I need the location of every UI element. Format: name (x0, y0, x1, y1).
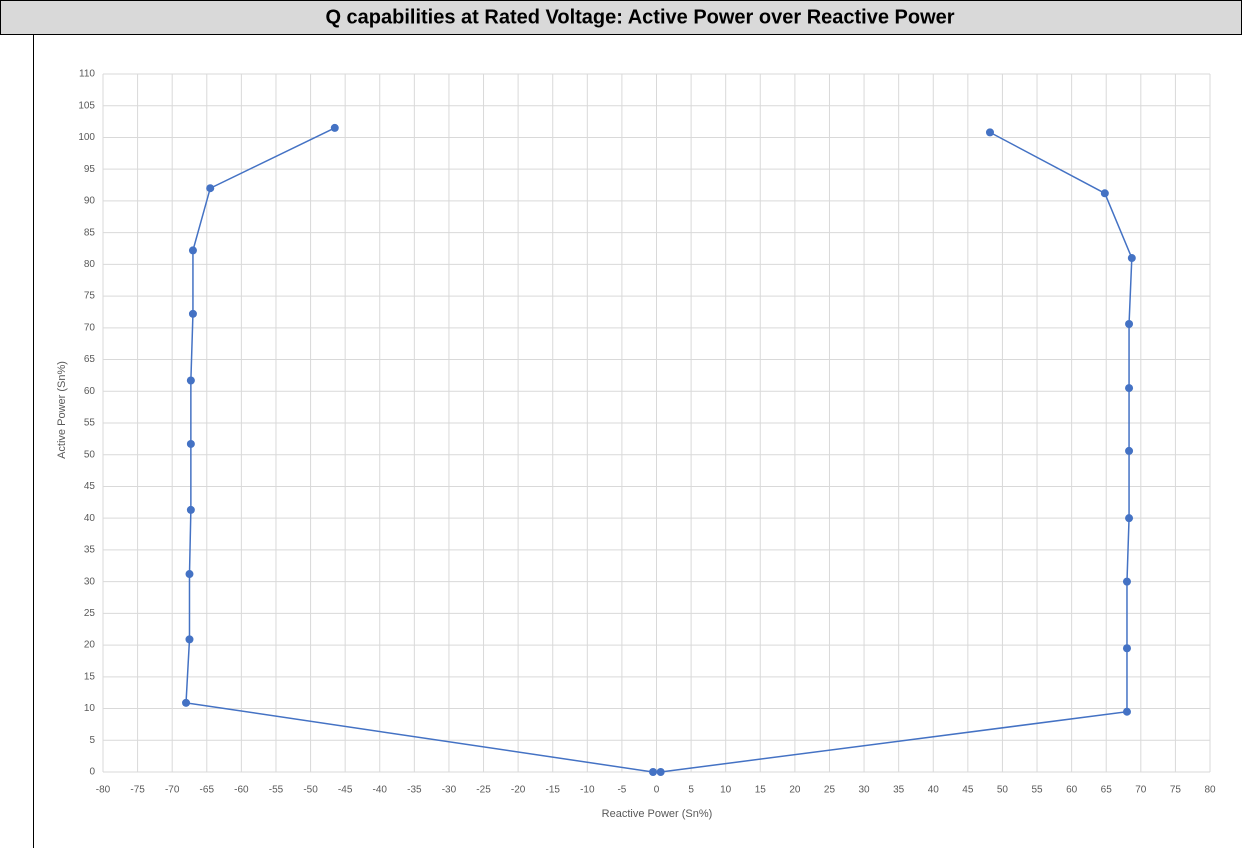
data-point (1125, 320, 1134, 329)
data-point (1125, 446, 1134, 455)
x-tick-label: 5 (688, 785, 694, 796)
x-tick-label: -70 (165, 785, 180, 796)
y-tick-label: 30 (84, 576, 96, 587)
x-tick-label: -30 (442, 785, 457, 796)
x-tick-label: 30 (859, 785, 871, 796)
x-tick-label: -25 (476, 785, 491, 796)
y-tick-label: 50 (84, 449, 96, 460)
x-tick-label: -40 (373, 785, 388, 796)
x-tick-label: -5 (617, 785, 626, 796)
y-tick-label: 65 (84, 354, 96, 365)
data-point (186, 376, 195, 385)
x-tick-label: -60 (234, 785, 249, 796)
data-point (649, 768, 658, 776)
data-point (188, 246, 197, 255)
x-tick-label: -10 (580, 785, 595, 796)
data-point (985, 128, 994, 137)
y-tick-label: 60 (84, 386, 96, 397)
data-point (1127, 254, 1136, 263)
y-tick-label: 100 (78, 132, 95, 143)
data-point (1100, 189, 1109, 198)
data-point (330, 123, 339, 132)
title-bar (0, 0, 1242, 35)
y-axis-label: Active Power (Sn%) (56, 361, 68, 459)
x-tick-label: -20 (511, 785, 526, 796)
y-tick-label: 75 (84, 291, 96, 302)
x-tick-label: -65 (200, 785, 215, 796)
x-tick-label: 50 (997, 785, 1009, 796)
data-point (656, 768, 665, 776)
y-tick-label: 80 (84, 259, 96, 270)
x-tick-label: 20 (789, 785, 801, 796)
y-tick-label: 10 (84, 703, 96, 714)
data-point (185, 635, 194, 644)
y-tick-label: 40 (84, 513, 96, 524)
data-point (188, 309, 197, 318)
y-tick-label: 20 (84, 640, 96, 651)
y-tick-label: 70 (84, 322, 96, 333)
x-tick-label: 75 (1170, 785, 1182, 796)
x-tick-label: 80 (1204, 785, 1216, 796)
chart-title: Q capabilities at Rated Voltage: Active … (325, 6, 954, 28)
y-tick-label: 90 (84, 196, 96, 207)
data-point (1125, 384, 1134, 393)
y-tick-label: 85 (84, 227, 96, 238)
series-line (185, 127, 1133, 773)
x-tick-label: -55 (269, 785, 284, 796)
x-tick-label: 45 (962, 785, 974, 796)
y-tick-label: 110 (79, 69, 95, 80)
y-tick-label: 0 (89, 767, 95, 778)
data-point (1122, 577, 1131, 586)
y-tick-label: 25 (84, 608, 96, 619)
x-tick-label: 40 (928, 785, 940, 796)
x-tick-label: 70 (1135, 785, 1147, 796)
y-tick-label: 105 (78, 100, 95, 111)
x-tick-label: -75 (130, 785, 145, 796)
y-tick-label: 5 (89, 735, 95, 746)
x-tick-label: -45 (338, 785, 353, 796)
y-tick-label: 35 (84, 545, 96, 556)
x-tick-label: -35 (407, 785, 422, 796)
x-tick-label: 25 (824, 785, 836, 796)
data-point (182, 698, 191, 707)
x-tick-label: -80 (96, 785, 111, 796)
x-tick-label: 0 (654, 785, 660, 796)
x-tick-label: -50 (303, 785, 318, 796)
y-tick-label: 95 (84, 164, 96, 175)
y-tick-label: 15 (84, 671, 96, 682)
data-point (1122, 707, 1131, 716)
x-tick-label: 65 (1101, 785, 1113, 796)
x-tick-label: -15 (545, 785, 560, 796)
data-point (185, 570, 194, 579)
x-tick-label: 15 (755, 785, 767, 796)
x-tick-label: 35 (893, 785, 905, 796)
x-tick-label: 55 (1031, 785, 1043, 796)
y-tick-label: 45 (84, 481, 96, 492)
x-axis-label: Reactive Power (Sn%) (602, 808, 713, 820)
data-point (186, 505, 195, 514)
x-tick-label: 10 (720, 785, 732, 796)
data-point (1125, 514, 1134, 523)
y-tick-label: 55 (84, 418, 96, 429)
data-point (206, 184, 215, 193)
data-point (186, 439, 195, 448)
data-point (1122, 644, 1131, 653)
x-tick-label: 60 (1066, 785, 1078, 796)
